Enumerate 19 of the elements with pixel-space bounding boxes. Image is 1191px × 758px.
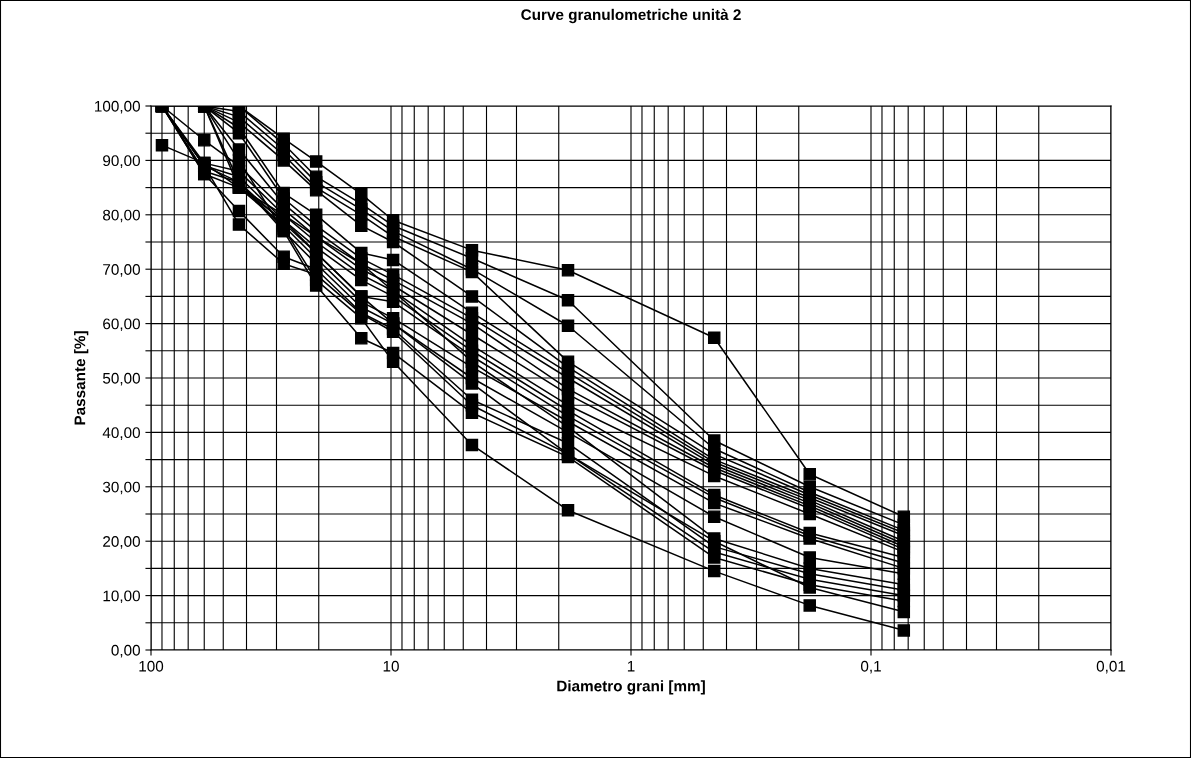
y-tick-label: 50,00: [102, 372, 140, 386]
y-axis-title: Passante [%]: [74, 331, 89, 425]
x-tick-label: 10: [383, 660, 399, 672]
x-axis-title: Diametro grani [mm]: [557, 680, 705, 695]
y-tick-label: 60,00: [103, 318, 140, 332]
x-tick-label: 0,1: [860, 660, 881, 674]
y-tick-label: 80,00: [103, 209, 140, 223]
y-tick-label: 40,00: [102, 427, 140, 440]
x-tick-label: 1: [627, 660, 635, 672]
y-tick-label: 100,00: [95, 100, 140, 114]
chart-title: Curve granulometriche unità 2: [521, 8, 741, 24]
y-tick-label: 10,00: [103, 590, 140, 604]
y-tick-label: 0,00: [111, 644, 140, 658]
x-tick-label: 0,01: [1096, 660, 1126, 674]
y-tick-label: 30,00: [102, 481, 140, 495]
y-tick-label: 70,00: [103, 264, 140, 277]
y-tick-label: 90,00: [103, 155, 140, 168]
y-tick-label: 20,00: [103, 536, 140, 549]
x-tick-label: 100: [139, 660, 164, 672]
